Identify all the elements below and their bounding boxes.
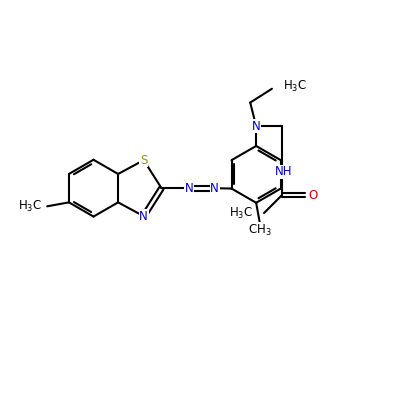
Text: H$_3$C: H$_3$C xyxy=(18,199,42,214)
Text: H$_3$C: H$_3$C xyxy=(283,79,307,94)
Text: S: S xyxy=(140,154,148,167)
Text: NH: NH xyxy=(275,165,292,178)
Text: H$_3$C: H$_3$C xyxy=(229,206,253,220)
Text: N: N xyxy=(210,182,219,195)
Text: N: N xyxy=(252,120,260,133)
Text: O: O xyxy=(308,189,317,202)
Text: N: N xyxy=(139,210,148,223)
Text: N: N xyxy=(185,182,194,195)
Text: CH$_3$: CH$_3$ xyxy=(248,223,272,238)
